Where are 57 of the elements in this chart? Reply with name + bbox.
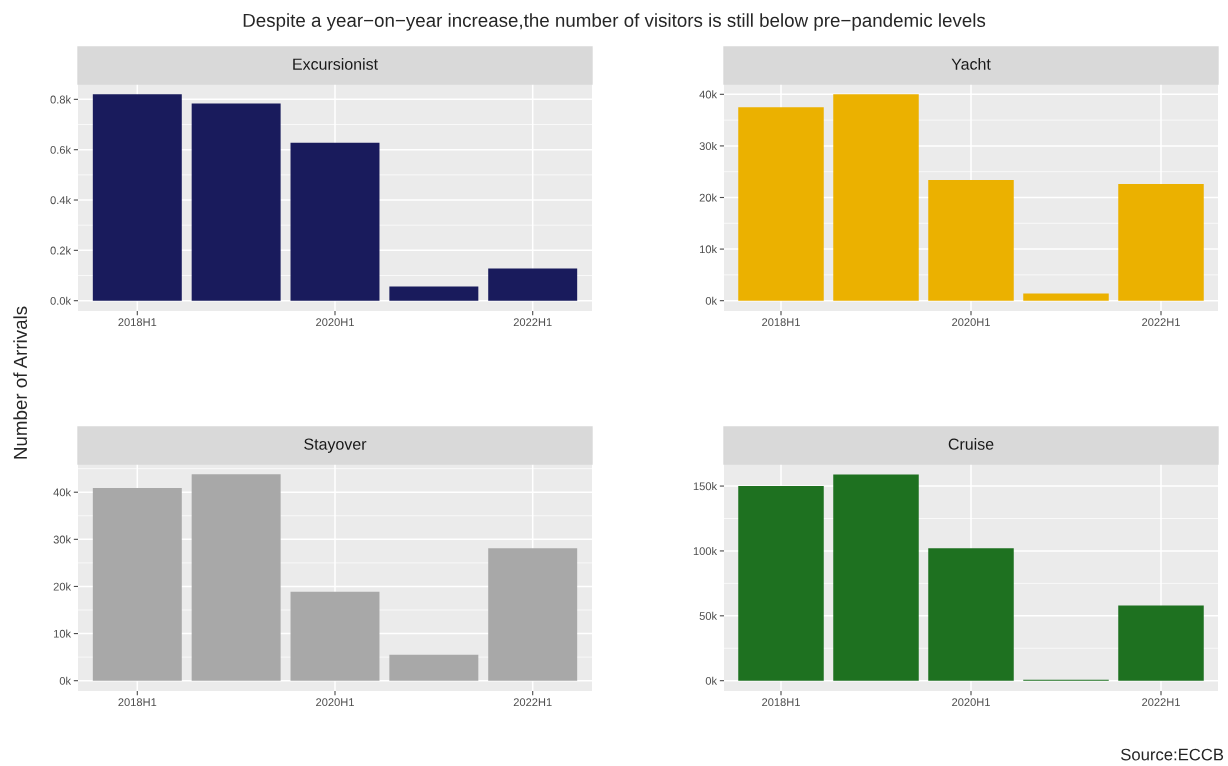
bar xyxy=(290,142,380,301)
y-tick-label: 50k xyxy=(699,611,718,620)
text: Despite a year−on−year increase,the number of visitors is still below pre−pandemic levels xyxy=(243,13,986,31)
chart-title: Excursionist xyxy=(293,58,378,70)
y-tick-label: 30k xyxy=(699,141,718,151)
y-tick-label: 20k xyxy=(53,582,72,591)
bar xyxy=(191,103,281,301)
x-tick-label: 2018H1 xyxy=(118,698,157,707)
bar xyxy=(928,548,1014,681)
chart-title: Yacht xyxy=(951,58,991,70)
y-tick-label: 10k xyxy=(53,629,72,638)
bar xyxy=(738,486,824,681)
x-tick-label: 2022H1 xyxy=(1142,318,1180,327)
y-tick-label: 0.6k xyxy=(50,145,72,154)
bar xyxy=(1118,184,1204,301)
bar xyxy=(1118,605,1204,681)
y-tick-label: 150k xyxy=(693,482,718,491)
y-tick-label: 0k xyxy=(705,676,718,685)
y-tick-label: 0.8k xyxy=(50,95,72,104)
bar xyxy=(928,179,1014,301)
y-tick-label: 40k xyxy=(53,488,72,497)
bar xyxy=(389,654,479,681)
bar xyxy=(1023,293,1109,301)
y-tick-label: 0k xyxy=(705,296,718,305)
x-tick-label: 2018H1 xyxy=(762,698,800,707)
x-tick-label: 2022H1 xyxy=(1142,698,1180,707)
x-tick-label: 2022H1 xyxy=(513,698,552,707)
bar xyxy=(488,268,578,301)
y-tick-label: 0.2k xyxy=(50,246,72,255)
source-note: Source:ECCB xyxy=(1121,748,1224,761)
x-tick-label: 2020H1 xyxy=(952,318,990,327)
y-tick-label: 100k xyxy=(693,546,718,556)
bar xyxy=(738,107,824,301)
x-tick-label: 2020H1 xyxy=(316,318,354,327)
bar xyxy=(290,591,380,681)
y-tick-label: 0.0k xyxy=(50,296,72,305)
y-axis-title: Number of Arrivals xyxy=(13,306,28,459)
bar xyxy=(92,94,182,301)
y-tick-label: 0.4k xyxy=(50,195,72,205)
y-tick-label: 20k xyxy=(699,193,718,202)
bar xyxy=(389,286,479,301)
bar xyxy=(833,94,919,301)
chart-title: Stayover xyxy=(304,438,367,453)
y-tick-label: 10k xyxy=(699,245,718,254)
y-tick-label: 30k xyxy=(53,535,72,544)
bar xyxy=(92,487,182,681)
x-tick-label: 2020H1 xyxy=(952,698,990,707)
x-tick-label: 2018H1 xyxy=(762,318,800,327)
bar xyxy=(833,474,919,681)
y-tick-label: 0k xyxy=(59,676,72,685)
x-tick-label: 2018H1 xyxy=(118,318,157,327)
bar xyxy=(191,474,281,681)
bar xyxy=(488,548,578,681)
chart-title: Cruise xyxy=(948,438,994,450)
x-tick-label: 2022H1 xyxy=(513,318,552,327)
y-tick-label: 40k xyxy=(699,90,718,99)
x-tick-label: 2020H1 xyxy=(316,698,354,707)
